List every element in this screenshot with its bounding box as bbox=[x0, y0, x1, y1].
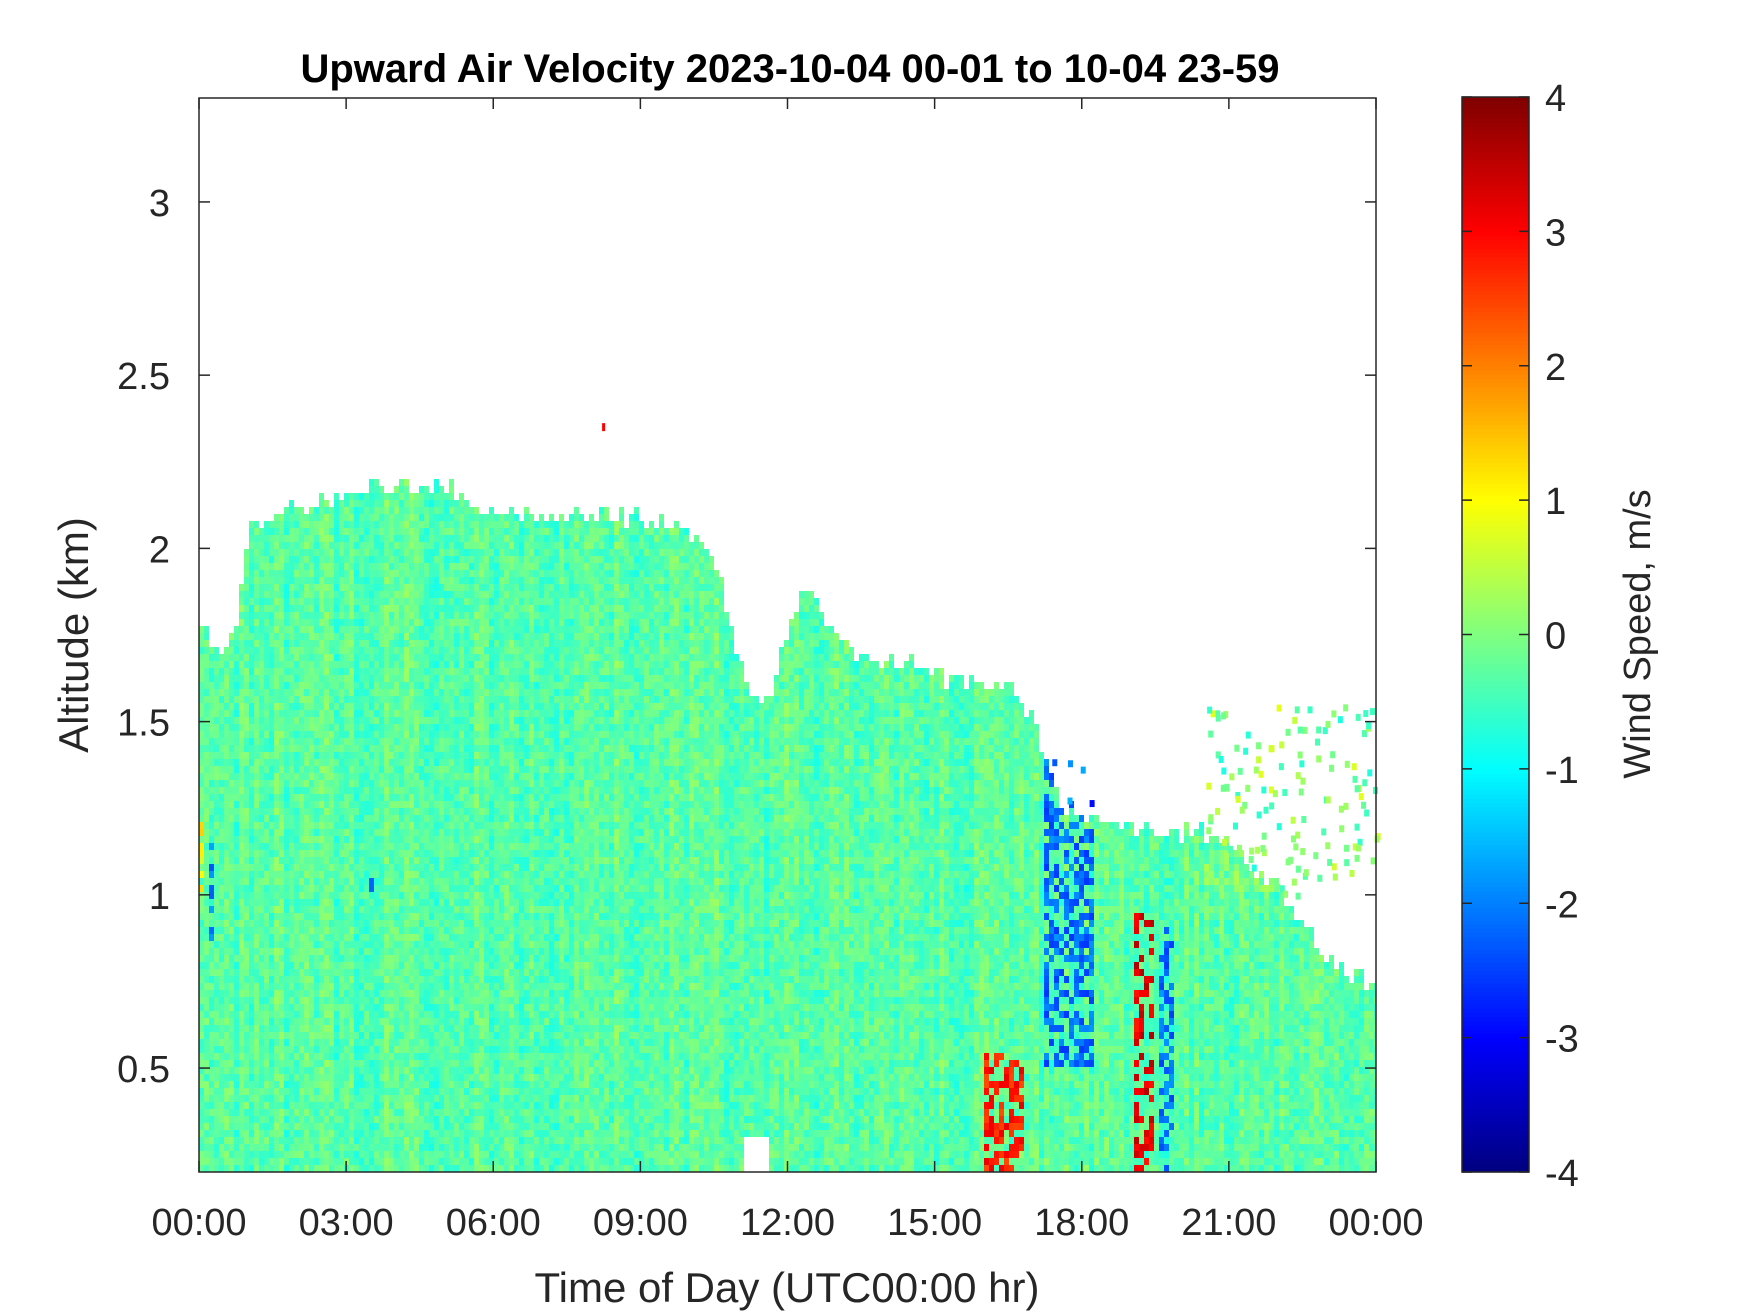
y-tick-label: 0.5 bbox=[117, 1049, 170, 1091]
y-tick-label: 2.5 bbox=[117, 356, 170, 398]
colorbar-tick-label: 1 bbox=[1545, 481, 1566, 523]
x-axis-label: Time of Day (UTC00:00 hr) bbox=[535, 1264, 1040, 1311]
x-tick-label: 15:00 bbox=[887, 1202, 982, 1244]
colorbar-tick-label: -1 bbox=[1545, 750, 1579, 792]
y-tick-label: 1.5 bbox=[117, 703, 170, 745]
y-axis-label: Altitude (km) bbox=[50, 517, 97, 753]
colorbar-tick-label: -3 bbox=[1545, 1019, 1579, 1061]
colorbar-ticks: 4 3 2 1 0 -1 -2 -3 -4 bbox=[1462, 78, 1579, 1195]
x-tick-label: 06:00 bbox=[446, 1202, 541, 1244]
colorbar: 4 3 2 1 0 -1 -2 -3 -4 Wind Speed, m/s bbox=[1461, 78, 1659, 1195]
y-axis-ticks: 0.5 1 1.5 2 2.5 3 bbox=[117, 183, 1376, 1091]
colorbar-tick-label: 2 bbox=[1545, 347, 1566, 389]
colorbar-tick-label: -2 bbox=[1545, 884, 1579, 926]
y-tick-label: 1 bbox=[149, 876, 170, 918]
x-tick-label: 21:00 bbox=[1181, 1202, 1276, 1244]
velocity-heatmap bbox=[199, 423, 1381, 1172]
x-tick-label: 12:00 bbox=[740, 1202, 835, 1244]
x-axis-ticks: 00:00 03:00 06:00 09:00 12:00 15:00 18:00 21:00… bbox=[151, 98, 1424, 1244]
colorbar-tick-label: -4 bbox=[1545, 1153, 1579, 1195]
y-tick-label: 3 bbox=[149, 183, 170, 225]
x-tick-label: 03:00 bbox=[299, 1202, 394, 1244]
x-tick-label: 00:00 bbox=[1328, 1202, 1423, 1244]
colorbar-tick-label: 3 bbox=[1545, 212, 1566, 254]
colorbar-gradient bbox=[1462, 97, 1529, 1173]
y-tick-label: 2 bbox=[149, 529, 170, 571]
chart-title: Upward Air Velocity 2023-10-04 00-01 to … bbox=[300, 47, 1279, 91]
colorbar-tick-label: 0 bbox=[1545, 616, 1566, 658]
x-tick-label: 09:00 bbox=[593, 1202, 688, 1244]
x-tick-label: 18:00 bbox=[1034, 1202, 1129, 1244]
colorbar-tick-label: 4 bbox=[1545, 78, 1566, 120]
x-tick-label: 00:00 bbox=[151, 1202, 246, 1244]
colorbar-label: Wind Speed, m/s bbox=[1617, 489, 1659, 778]
